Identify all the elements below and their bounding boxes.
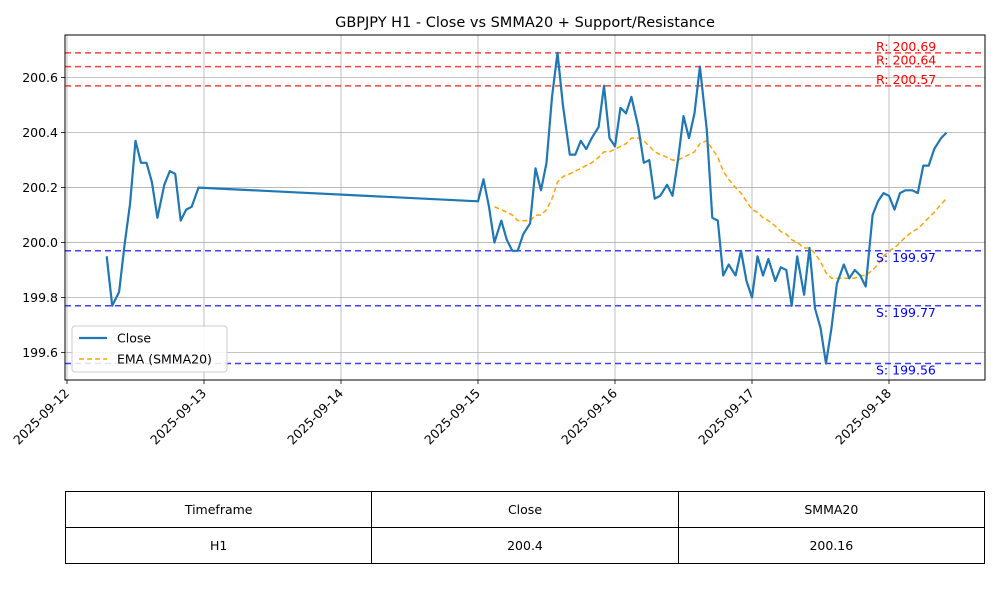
table-header-row: Timeframe Close SMMA20 xyxy=(64,491,986,528)
table-cell-close: 200.4 xyxy=(371,527,679,564)
table-cell-smma20: 200.16 xyxy=(677,527,986,564)
support-resistance-lines xyxy=(65,52,985,365)
resistance-label: R: 200.69 xyxy=(876,39,936,54)
table-cell-timeframe: H1 xyxy=(64,527,373,564)
table-header-cell: SMMA20 xyxy=(677,491,986,528)
table-row: H1 200.4 200.16 xyxy=(64,527,986,564)
x-tick-label: 2025-09-16 xyxy=(558,385,620,447)
legend-close-label: Close xyxy=(117,331,151,346)
x-tick-label: 2025-09-13 xyxy=(147,386,209,448)
y-tick-label: 200.4 xyxy=(22,125,58,140)
legend-smma-label: EMA (SMMA20) xyxy=(117,352,212,367)
chart-title: GBPJPY H1 - Close vs SMMA20 + Support/Re… xyxy=(335,15,715,31)
series-lines xyxy=(105,51,948,365)
y-tick-label: 199.6 xyxy=(22,345,58,360)
x-tick-label: 2025-09-17 xyxy=(695,386,757,448)
x-tick-label: 2025-09-12 xyxy=(10,386,72,448)
level-labels: R: 200.69R: 200.64 R: 200.57 S: 199.97 S: 1… xyxy=(876,39,936,378)
y-tick-label: 200.2 xyxy=(22,180,58,195)
summary-table: Timeframe Close SMMA20 H1 200.4 200.16 xyxy=(64,491,986,564)
smma20-line xyxy=(494,137,948,280)
y-tick-label: 199.8 xyxy=(22,290,58,305)
close-line xyxy=(105,51,948,365)
support-label: S: 199.77 xyxy=(876,305,936,320)
support-label: S: 199.56 xyxy=(876,363,936,378)
legend: Close EMA (SMMA20) xyxy=(71,325,228,373)
x-axis: 2025-09-12 2025-09-13 2025-09-14 2025-09-15… xyxy=(10,380,894,447)
resistance-label: R: 200.57 xyxy=(876,72,936,87)
x-tick-label: 2025-09-18 xyxy=(832,385,894,447)
table-header-cell: Timeframe xyxy=(64,491,373,528)
legend-box xyxy=(71,325,228,373)
x-tick-label: 2025-09-15 xyxy=(421,386,483,448)
resistance-label: R: 200.64 xyxy=(876,53,936,68)
support-label: S: 199.97 xyxy=(876,250,936,265)
plot-frame xyxy=(64,34,986,381)
chart: GBPJPY H1 - Close vs SMMA20 + Support/Re… xyxy=(10,15,986,447)
y-tick-label: 200.0 xyxy=(22,235,58,250)
x-tick-label: 2025-09-14 xyxy=(284,385,346,447)
y-axis: 199.6 199.8 200.0 200.2 200.4 200.6 xyxy=(22,70,65,360)
table-header-cell: Close xyxy=(371,491,679,528)
y-tick-label: 200.6 xyxy=(22,70,58,85)
